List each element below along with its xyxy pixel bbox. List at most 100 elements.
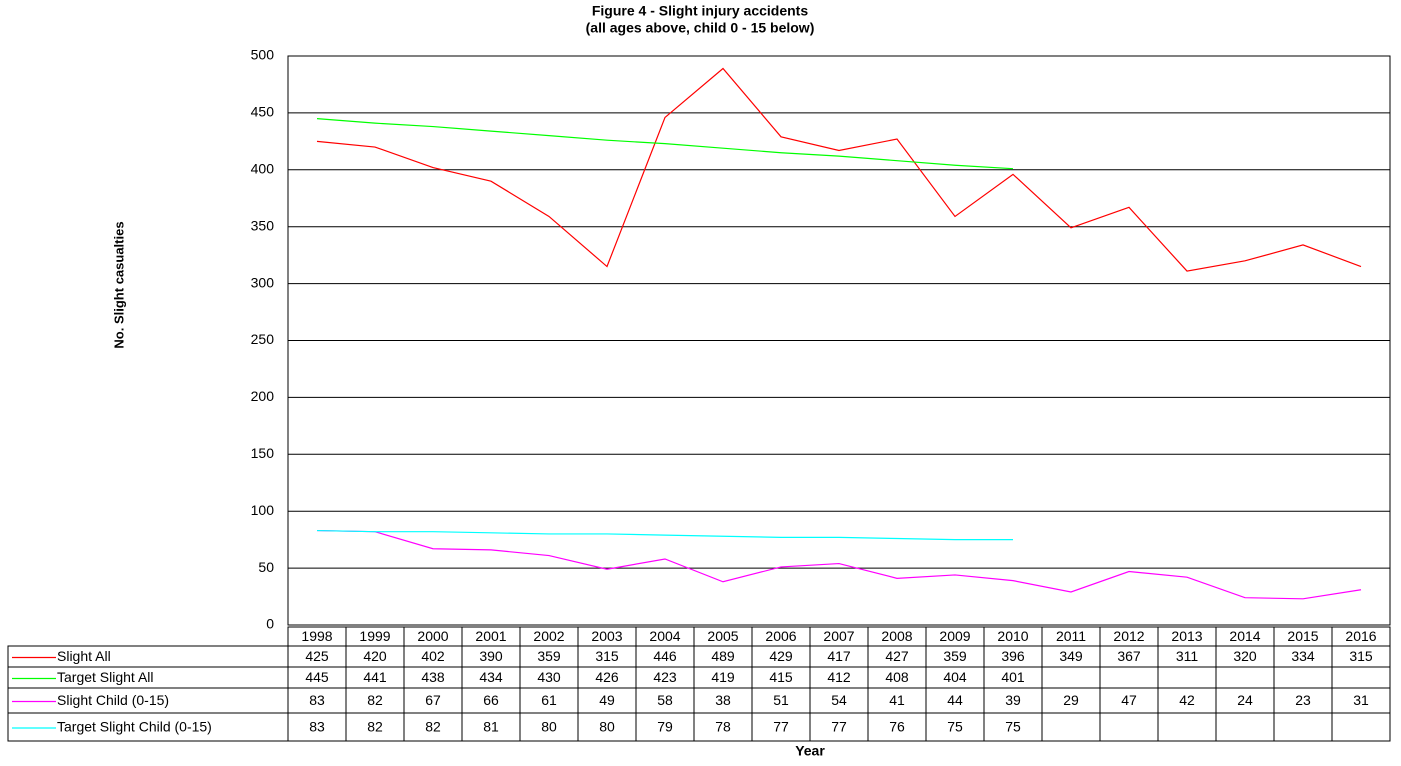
x-tick-label: 2007 xyxy=(823,628,854,644)
table-value: 359 xyxy=(943,648,967,664)
y-tick-label: 500 xyxy=(251,47,275,63)
table-value: 47 xyxy=(1121,692,1137,708)
x-tick-label: 2015 xyxy=(1287,628,1318,644)
table-value: 79 xyxy=(657,719,673,735)
series-line xyxy=(316,529,1013,541)
y-tick-label: 50 xyxy=(258,559,274,575)
table-value: 429 xyxy=(769,648,793,664)
table-value: 83 xyxy=(309,692,325,708)
x-tick-label: 2009 xyxy=(939,628,970,644)
table-value: 80 xyxy=(541,719,557,735)
table-value: 24 xyxy=(1237,692,1253,708)
table-value: 78 xyxy=(715,719,731,735)
table-value: 42 xyxy=(1179,692,1195,708)
table-value: 315 xyxy=(1349,648,1373,664)
table-value: 41 xyxy=(889,692,905,708)
table-value: 320 xyxy=(1233,648,1257,664)
x-tick-label: 2001 xyxy=(475,628,506,644)
x-tick-label: 2012 xyxy=(1113,628,1144,644)
x-axis-label: Year xyxy=(795,743,825,759)
table-value: 430 xyxy=(537,669,561,685)
x-tick-label: 2010 xyxy=(997,628,1028,644)
legend-label: Target Slight All xyxy=(57,669,154,685)
y-tick-label: 300 xyxy=(251,274,275,290)
y-tick-label: 450 xyxy=(251,104,275,120)
x-tick-label: 2004 xyxy=(649,628,680,644)
table-value: 80 xyxy=(599,719,615,735)
table-value: 420 xyxy=(363,648,387,664)
y-tick-label: 100 xyxy=(251,502,275,518)
table-value: 29 xyxy=(1063,692,1079,708)
table-value: 367 xyxy=(1117,648,1141,664)
y-tick-label: 400 xyxy=(251,161,275,177)
legend-label: Slight All xyxy=(57,648,111,664)
table-value: 82 xyxy=(367,692,383,708)
y-axis-label: No. Slight casualties xyxy=(111,221,126,348)
table-value: 81 xyxy=(483,719,499,735)
table-value: 67 xyxy=(425,692,441,708)
table-value: 82 xyxy=(367,719,383,735)
table-value: 77 xyxy=(831,719,847,735)
table-value: 401 xyxy=(1001,669,1025,685)
table-value: 49 xyxy=(599,692,615,708)
x-tick-label: 2006 xyxy=(765,628,796,644)
table-value: 426 xyxy=(595,669,619,685)
table-value: 445 xyxy=(305,669,329,685)
table-value: 417 xyxy=(827,648,851,664)
table-value: 315 xyxy=(595,648,619,664)
table-value: 75 xyxy=(1005,719,1021,735)
table-value: 38 xyxy=(715,692,731,708)
table-value: 438 xyxy=(421,669,445,685)
table-value: 83 xyxy=(309,719,325,735)
y-tick-label: 0 xyxy=(266,616,274,632)
table-value: 425 xyxy=(305,648,329,664)
table-value: 408 xyxy=(885,669,909,685)
table-value: 390 xyxy=(479,648,503,664)
series-line xyxy=(316,529,1362,600)
x-tick-label: 2014 xyxy=(1229,628,1260,644)
table-value: 311 xyxy=(1176,648,1199,664)
table-value: 58 xyxy=(657,692,673,708)
table-value: 82 xyxy=(425,719,441,735)
table-value: 446 xyxy=(653,648,677,664)
y-tick-label: 350 xyxy=(251,217,275,233)
series-line xyxy=(316,117,1014,170)
table-value: 61 xyxy=(541,692,557,708)
table-value: 51 xyxy=(773,692,789,708)
table-value: 54 xyxy=(831,692,847,708)
x-tick-label: 1999 xyxy=(359,628,390,644)
table-value: 404 xyxy=(943,669,967,685)
chart-subtitle: (all ages above, child 0 - 15 below) xyxy=(586,20,815,36)
plot-border xyxy=(287,55,1391,626)
table-value: 427 xyxy=(885,648,909,664)
x-tick-label: 2016 xyxy=(1345,628,1376,644)
x-tick-label: 2008 xyxy=(881,628,912,644)
table-cell xyxy=(1331,712,1391,742)
x-tick-label: 2000 xyxy=(417,628,448,644)
table-value: 75 xyxy=(947,719,963,735)
x-tick-label: 2011 xyxy=(1056,628,1086,644)
y-tick-label: 250 xyxy=(251,331,275,347)
table-value: 489 xyxy=(711,648,735,664)
x-tick-label: 2003 xyxy=(591,628,622,644)
table-value: 31 xyxy=(1353,692,1369,708)
y-tick-label: 150 xyxy=(251,445,275,461)
table-value: 334 xyxy=(1291,648,1315,664)
legend-label: Target Slight Child (0-15) xyxy=(57,719,212,735)
table-value: 402 xyxy=(421,648,445,664)
x-tick-label: 1998 xyxy=(301,628,332,644)
table-value: 349 xyxy=(1059,648,1083,664)
legend-label: Slight Child (0-15) xyxy=(57,692,169,708)
series-line xyxy=(316,67,1362,272)
table-value: 423 xyxy=(653,669,677,685)
y-tick-label: 200 xyxy=(251,388,275,404)
table-value: 415 xyxy=(769,669,793,685)
chart-title: Figure 4 - Slight injury accidents xyxy=(592,3,808,19)
table-value: 441 xyxy=(363,669,387,685)
table-value: 359 xyxy=(537,648,561,664)
table-value: 77 xyxy=(773,719,789,735)
table-value: 434 xyxy=(479,669,503,685)
x-tick-label: 2013 xyxy=(1171,628,1202,644)
